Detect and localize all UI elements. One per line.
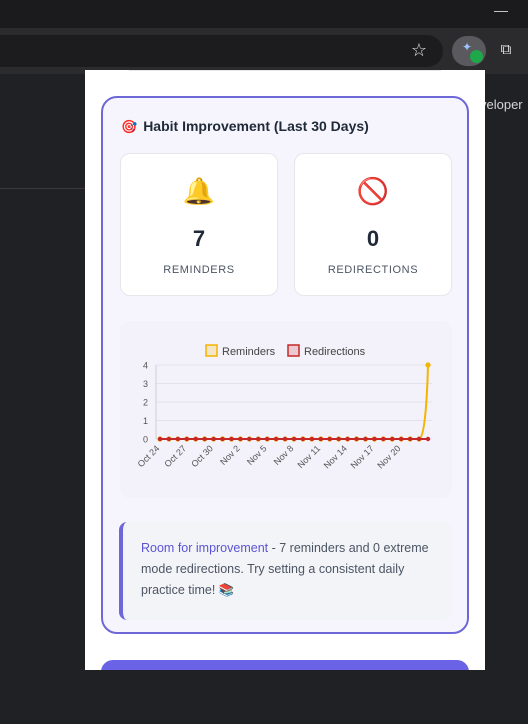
data-point-redirections xyxy=(381,436,386,442)
data-point-redirections xyxy=(416,436,422,442)
data-point-redirections xyxy=(166,436,172,442)
background-page-text: veloper xyxy=(480,97,523,112)
data-point-redirections xyxy=(390,436,395,442)
data-point-redirections xyxy=(372,436,377,442)
data-point-redirections xyxy=(193,436,198,442)
x-tick-label: Nov 8 xyxy=(272,443,296,467)
data-point-redirections xyxy=(309,436,315,442)
data-point-redirections xyxy=(211,436,216,442)
data-point-redirections xyxy=(291,436,297,442)
data-point-redirections xyxy=(220,436,225,442)
data-point-reminders xyxy=(425,362,431,368)
reminders-stat: 🔔 7 REMINDERS xyxy=(120,153,278,296)
habit-chart-panel: Reminders Redirections 0 1 2 3 4 Oct 24 Oct 27 Oc… xyxy=(120,321,452,498)
data-point-redirections xyxy=(265,436,270,442)
y-tick-label: 4 xyxy=(143,361,148,371)
data-point-redirections xyxy=(300,436,306,442)
data-point-redirections xyxy=(327,436,332,442)
extension-popup: 🎯 Habit Improvement (Last 30 Days) 🔔 7 RE… xyxy=(85,70,485,670)
x-tick-label: Oct 30 xyxy=(189,443,215,469)
data-point-redirections xyxy=(273,436,279,442)
minimize-button[interactable]: — xyxy=(494,2,508,18)
redirections-count: 0 xyxy=(366,226,380,251)
data-point-redirections xyxy=(399,436,404,442)
browser-titlebar: — xyxy=(0,0,528,28)
x-tick-label: Oct 24 xyxy=(136,443,162,469)
legend-swatch xyxy=(287,344,300,357)
target-icon: 🎯 xyxy=(121,119,138,134)
data-point-redirections xyxy=(238,436,243,442)
y-tick-label: 1 xyxy=(143,416,148,426)
message-body: - 7 reminders and 0 extreme mode redirec… xyxy=(141,541,429,597)
data-point-redirections xyxy=(336,436,341,442)
data-point-redirections xyxy=(202,436,207,442)
data-point-redirections xyxy=(229,436,234,442)
legend-swatch xyxy=(205,344,218,357)
data-point-redirections xyxy=(175,436,181,442)
browser-toolbar: ☆ ✦ ⧉ xyxy=(0,28,528,74)
reminders-count: 7 xyxy=(192,226,206,251)
data-point-redirections xyxy=(363,436,368,442)
bookmark-star-icon[interactable]: ☆ xyxy=(410,40,428,60)
address-bar[interactable] xyxy=(0,35,443,67)
habit-improvement-card: 🎯 Habit Improvement (Last 30 Days) 🔔 7 RE… xyxy=(101,96,469,634)
data-point-redirections xyxy=(157,436,163,442)
data-point-redirections xyxy=(256,436,261,442)
x-tick-label: Nov 11 xyxy=(295,443,322,470)
background-divider xyxy=(0,188,86,189)
data-point-redirections xyxy=(282,436,288,442)
extension-icon: ✦ xyxy=(462,40,473,54)
redirections-label: REDIRECTIONS xyxy=(327,264,419,276)
x-tick-label: Nov 20 xyxy=(375,443,402,470)
x-tick-label: Oct 27 xyxy=(162,443,188,469)
data-point-redirections xyxy=(354,436,359,442)
y-tick-label: 3 xyxy=(143,379,148,389)
data-point-redirections xyxy=(425,436,431,442)
data-point-redirections xyxy=(407,436,413,442)
message-headline: Room for improvement xyxy=(141,541,269,555)
y-tick-label: 2 xyxy=(143,398,148,408)
data-point-redirections xyxy=(184,436,189,442)
extension-button[interactable]: ✦ xyxy=(452,36,486,66)
data-point-redirections xyxy=(318,436,323,442)
reminders-label: REMINDERS xyxy=(163,264,235,276)
x-tick-label: Nov 2 xyxy=(218,443,242,467)
card-title-text: Habit Improvement (Last 30 Days) xyxy=(143,118,369,134)
extension-badge-icon xyxy=(470,50,483,63)
popup-top-divider xyxy=(129,70,441,71)
no-entry-icon: 🚫 xyxy=(356,176,390,206)
legend-label: Redirections xyxy=(304,346,366,358)
redirections-stat: 🚫 0 REDIRECTIONS xyxy=(294,153,452,296)
y-tick-label: 0 xyxy=(143,435,148,445)
x-tick-label: Nov 17 xyxy=(349,443,376,470)
data-point-redirections xyxy=(247,436,252,442)
card-title: 🎯 Habit Improvement (Last 30 Days) xyxy=(121,118,369,135)
data-point-redirections xyxy=(345,436,350,442)
x-tick-label: Nov 5 xyxy=(245,443,269,467)
legend-label: Reminders xyxy=(222,346,276,358)
popup-action-button[interactable] xyxy=(101,660,469,670)
improvement-message: Room for improvement - 7 reminders and 0… xyxy=(119,522,452,620)
habit-line-chart: Reminders Redirections 0 1 2 3 4 Oct 24 Oct 27 Oc… xyxy=(136,344,432,471)
bell-icon: 🔔 xyxy=(182,176,216,206)
x-tick-label: Nov 14 xyxy=(322,443,349,470)
extensions-menu-puzzle-icon[interactable]: ⧉ xyxy=(500,41,512,58)
